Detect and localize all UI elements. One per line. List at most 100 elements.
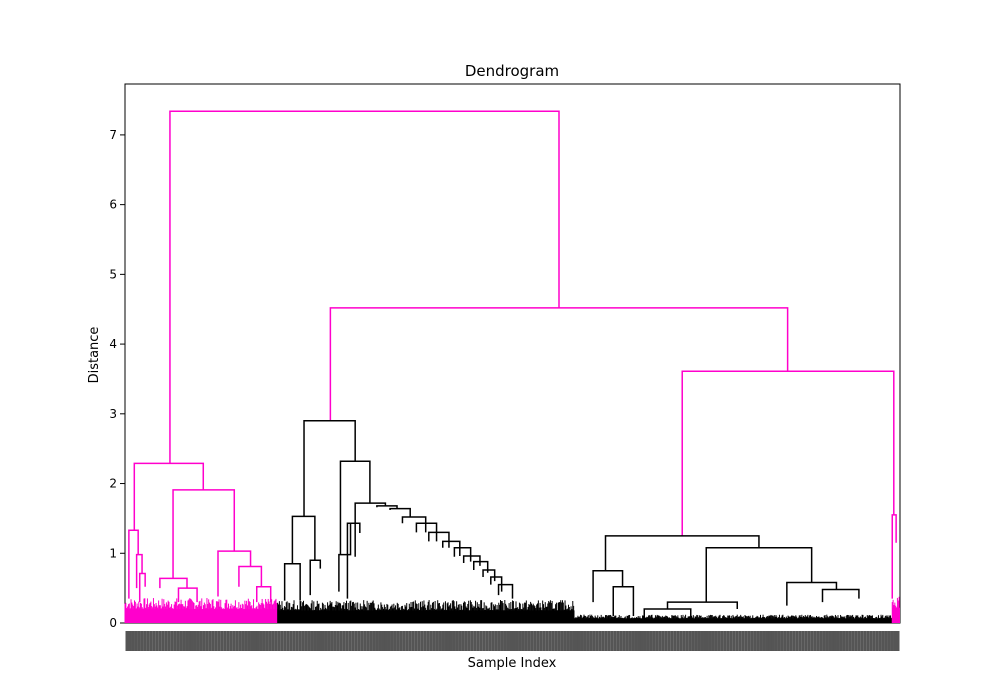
x-tick-label (518, 631, 522, 651)
x-tick-label (661, 631, 665, 651)
x-tick-label (438, 631, 442, 651)
x-tick-label (884, 631, 888, 651)
x-tick-label (616, 631, 620, 651)
x-tick-label (872, 631, 876, 651)
x-tick-label (729, 631, 733, 651)
x-tick-label (354, 631, 358, 651)
x-tick-label (488, 631, 492, 651)
x-tick-label (670, 631, 674, 651)
x-tick-label (289, 631, 293, 651)
x-tick-label (503, 631, 507, 651)
x-tick-label (262, 631, 266, 651)
x-tick-label (869, 631, 873, 651)
y-tick-label: 3 (109, 407, 117, 421)
x-tick-label (390, 631, 394, 651)
x-tick-label (381, 631, 385, 651)
x-tick-label (393, 631, 397, 651)
merge-link-node-b2j (453, 546, 472, 562)
x-tick-label (131, 631, 135, 651)
merge-link-cluster-a1b (135, 553, 143, 589)
x-tick-label (750, 631, 754, 651)
x-tick-label (316, 631, 320, 651)
x-tick-label (804, 631, 808, 651)
x-tick-label (732, 631, 736, 651)
x-tick-label (235, 631, 239, 651)
x-tick-label (277, 631, 281, 651)
x-tick-label (152, 631, 156, 651)
x-tick-label (202, 631, 206, 651)
x-tick-label (500, 631, 504, 651)
x-tick-label (396, 631, 400, 651)
x-tick-label (572, 631, 576, 651)
x-tick-label (274, 631, 278, 651)
x-tick-label (149, 631, 153, 651)
x-tick-label (408, 631, 412, 651)
leaf-fill (892, 607, 900, 623)
x-tick-labels (125, 631, 900, 651)
merge-link-cluster-a2e (177, 587, 198, 603)
x-tick-label (449, 631, 453, 651)
x-tick-label (244, 631, 248, 651)
x-tick-label (842, 631, 846, 651)
x-tick-label (158, 631, 162, 651)
x-tick-label (241, 631, 245, 651)
x-tick-label (652, 631, 656, 651)
x-tick-label (444, 631, 448, 651)
y-tick-label: 1 (109, 546, 117, 560)
merge-link-node-b2h (428, 531, 450, 548)
x-tick-label (292, 631, 296, 651)
x-tick-label (140, 631, 144, 651)
x-tick-label (795, 631, 799, 651)
x-tick-label (714, 631, 718, 651)
x-tick-label (828, 631, 832, 651)
x-tick-label (164, 631, 168, 651)
x-tick-label (700, 631, 704, 651)
x-tick-label (256, 631, 260, 651)
x-tick-label (744, 631, 748, 651)
x-tick-label (887, 631, 891, 651)
x-tick-label (711, 631, 715, 651)
x-tick-label (402, 631, 406, 651)
x-tick-label (372, 631, 376, 651)
x-tick-label (512, 631, 516, 651)
x-tick-label (592, 631, 596, 651)
x-tick-label (643, 631, 647, 651)
x-tick-label (485, 631, 489, 651)
x-tick-label (470, 631, 474, 651)
y-tick-label: 0 (109, 616, 117, 630)
x-tick-label (527, 631, 531, 651)
x-tick-label (432, 631, 436, 651)
x-tick-label (780, 631, 784, 651)
x-tick-label (494, 631, 498, 651)
merge-link-cluster-a2b (217, 550, 252, 597)
x-tick-label (247, 631, 251, 651)
merge-link-node-b2f (401, 516, 427, 533)
merge-link-node-c (681, 370, 895, 536)
x-tick-label (173, 631, 177, 651)
x-tick-label (339, 631, 343, 651)
x-tick-label (414, 631, 418, 651)
x-tick-label (854, 631, 858, 651)
x-tick-label (860, 631, 864, 651)
merge-link-node-c1b4 (666, 601, 738, 610)
x-tick-label (188, 631, 192, 651)
x-tick-label (631, 631, 635, 651)
x-tick-label (789, 631, 793, 651)
x-tick-label (190, 631, 194, 651)
merge-link-node-c1 (604, 535, 760, 571)
x-tick-label (455, 631, 459, 651)
merge-link-node-c2 (891, 514, 897, 599)
x-tick-label (753, 631, 757, 651)
x-tick-label (634, 631, 638, 651)
x-tick-label (557, 631, 561, 651)
x-tick-label (271, 631, 275, 651)
merge-link-node-c1a2 (612, 585, 635, 617)
x-tick-label (387, 631, 391, 651)
merge-link-node-b2a (338, 523, 352, 592)
x-tick-label (524, 631, 528, 651)
x-tick-label (777, 631, 781, 651)
x-tick-label (473, 631, 477, 651)
merge-link-node-b2e (389, 507, 411, 518)
merge-link-node-b2c (354, 502, 387, 557)
x-tick-label (851, 631, 855, 651)
